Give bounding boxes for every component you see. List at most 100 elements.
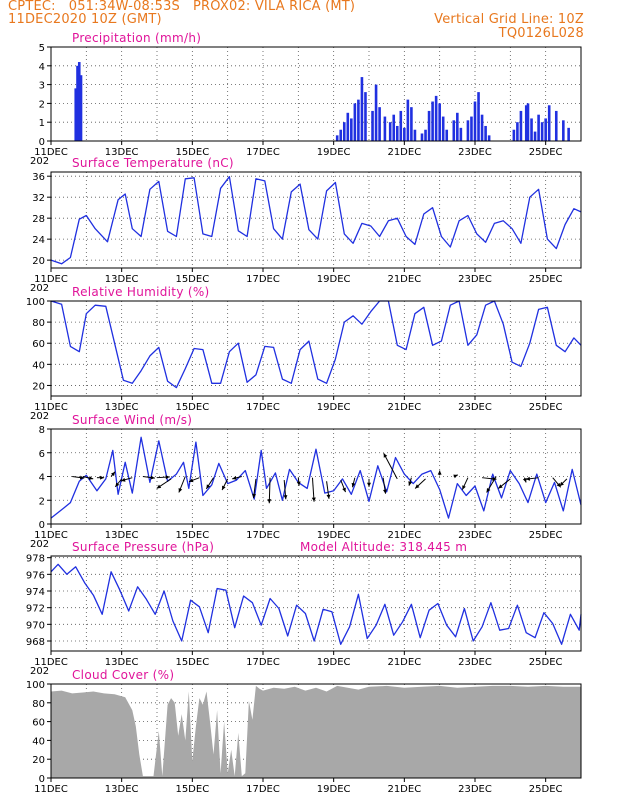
wind-frame xyxy=(50,428,582,525)
wind-xtick-label: 25DEC xyxy=(529,530,563,541)
precipitation-bar xyxy=(360,77,364,141)
wind-arrow-head xyxy=(283,495,288,500)
wind-arrow xyxy=(267,477,272,504)
wind-arrow-head xyxy=(311,497,316,502)
temperature-ytick-label: 28 xyxy=(32,214,45,225)
precipitation-bar xyxy=(364,92,367,141)
humidity-xtick-label: 17DEC xyxy=(246,402,280,413)
cloud-cover-ytick-label: 0 xyxy=(39,774,45,785)
wind-arrow-head xyxy=(525,476,531,481)
wind-arrow-head xyxy=(486,488,491,493)
precipitation-xtick-label: 21DEC xyxy=(387,147,421,158)
wind-arrow xyxy=(340,479,346,493)
precipitation-ytick-label: 4 xyxy=(39,62,45,73)
precipitation-bar xyxy=(540,122,544,141)
precipitation-bar xyxy=(431,101,434,141)
wind-xtick-label: 19DEC xyxy=(317,530,351,541)
precipitation-bar xyxy=(346,112,350,141)
cloud-cover-xtick-label: 17DEC xyxy=(246,784,280,795)
temperature-xtick-label: 25DEC xyxy=(529,274,563,285)
temperature-xtick-label: 15DEC xyxy=(175,274,209,285)
precipitation-title: Precipitation (mm/h) xyxy=(72,31,201,45)
pressure-ytick-label: 972 xyxy=(26,604,45,615)
wind-xtick-label: 13DEC xyxy=(105,530,139,541)
wind-ytick-label: 0 xyxy=(39,520,45,531)
wind-arrow xyxy=(461,477,469,490)
precipitation-bar xyxy=(342,122,346,141)
wind-arrow-head xyxy=(267,499,272,504)
wind-arrow-head xyxy=(206,484,211,489)
wind-arrow-head xyxy=(189,478,194,483)
header-run-time: 11DEC2020 10Z (GMT) xyxy=(8,12,162,27)
wind-ytick-label: 6 xyxy=(39,449,45,460)
cloud-cover-xtick-label: 11DEC xyxy=(34,784,68,795)
wind-arrow-head xyxy=(437,470,442,475)
cloud-cover-area xyxy=(51,685,581,778)
precipitation-ytick-label: 3 xyxy=(39,81,45,92)
wind-arrow-head xyxy=(115,482,120,487)
wind-arrow-head xyxy=(232,476,237,480)
wind-arrow xyxy=(120,477,133,482)
wind-arrow xyxy=(221,478,229,491)
wind-arrow-head xyxy=(165,475,170,480)
wind-arrow-head xyxy=(351,482,356,488)
pressure-xtick-label: 13DEC xyxy=(105,657,139,668)
humidity-frame xyxy=(50,300,582,397)
wind-arrow xyxy=(522,477,527,483)
wind-arrow xyxy=(367,478,371,487)
wind-arrow xyxy=(296,477,301,486)
temperature-ytick-label: 24 xyxy=(32,235,45,246)
wind-xtick-label: 15DEC xyxy=(175,530,209,541)
wind-arrow xyxy=(525,476,539,481)
wind-arrow-head xyxy=(383,489,387,494)
precipitation-bar xyxy=(477,92,480,141)
humidity-xtick-label: 13DEC xyxy=(105,402,139,413)
precipitation-bar xyxy=(420,133,424,141)
precipitation-bar xyxy=(424,129,427,141)
header-station: CPTEC: 051:34W-08:53S PROX02: VILA RICA … xyxy=(8,0,356,14)
precipitation-bar xyxy=(537,114,540,141)
precipitation-bar xyxy=(335,135,339,141)
precipitation-bar xyxy=(484,125,487,141)
wind-arrow xyxy=(72,475,85,480)
humidity-ytick-label: 20 xyxy=(32,381,45,392)
wind-arrow xyxy=(232,476,242,480)
wind-arrow xyxy=(188,477,200,483)
wind-arrow-head xyxy=(408,481,412,486)
wind-arrow xyxy=(283,480,288,500)
wind-arrow xyxy=(383,453,398,480)
pressure-xtick-label: 21DEC xyxy=(387,657,421,668)
precipitation-bar xyxy=(516,122,519,141)
wind-arrow-head xyxy=(415,484,420,489)
precipitation-bar xyxy=(74,88,78,141)
temperature-ytick-label: 32 xyxy=(32,193,45,204)
precipitation-bar xyxy=(554,110,558,141)
pressure-ytick-label: 974 xyxy=(26,587,45,598)
wind-xtick-label: 21DEC xyxy=(387,530,421,541)
humidity-line xyxy=(50,300,582,389)
cloud-cover-xtick-label: 23DEC xyxy=(458,784,492,795)
wind-ytick-label: 4 xyxy=(39,473,45,484)
wind-arrow xyxy=(142,475,155,480)
humidity-ytick-label: 40 xyxy=(32,360,45,371)
temperature-xtick-label: 21DEC xyxy=(387,274,421,285)
humidity-panel: 20 40 60 80 100 11DEC 13DEC 15DEC 17DEC 19DEC 21DE… xyxy=(26,285,582,422)
precipitation-bar xyxy=(530,118,533,141)
precipitation-ytick-label: 5 xyxy=(39,43,45,54)
pressure-ytick-label: 968 xyxy=(26,637,45,648)
wind-ytick-label: 8 xyxy=(39,425,45,436)
cloud-cover-ytick-label: 60 xyxy=(32,718,45,729)
wind-xtick-label: 23DEC xyxy=(458,530,492,541)
wind-year-label: 202 xyxy=(30,539,49,550)
wind-arrow-head xyxy=(111,471,116,477)
wind-arrow-head xyxy=(222,485,226,491)
precipitation-bar xyxy=(79,75,83,141)
temperature-frame xyxy=(50,171,582,269)
wind-arrow xyxy=(82,476,94,480)
pressure-xtick-label: 23DEC xyxy=(458,657,492,668)
cloud-cover-ytick-label: 100 xyxy=(26,680,45,691)
wind-arrow xyxy=(178,476,186,493)
precipitation-bar xyxy=(473,101,477,141)
wind-arrow xyxy=(414,478,426,489)
wind-arrow xyxy=(326,481,331,499)
